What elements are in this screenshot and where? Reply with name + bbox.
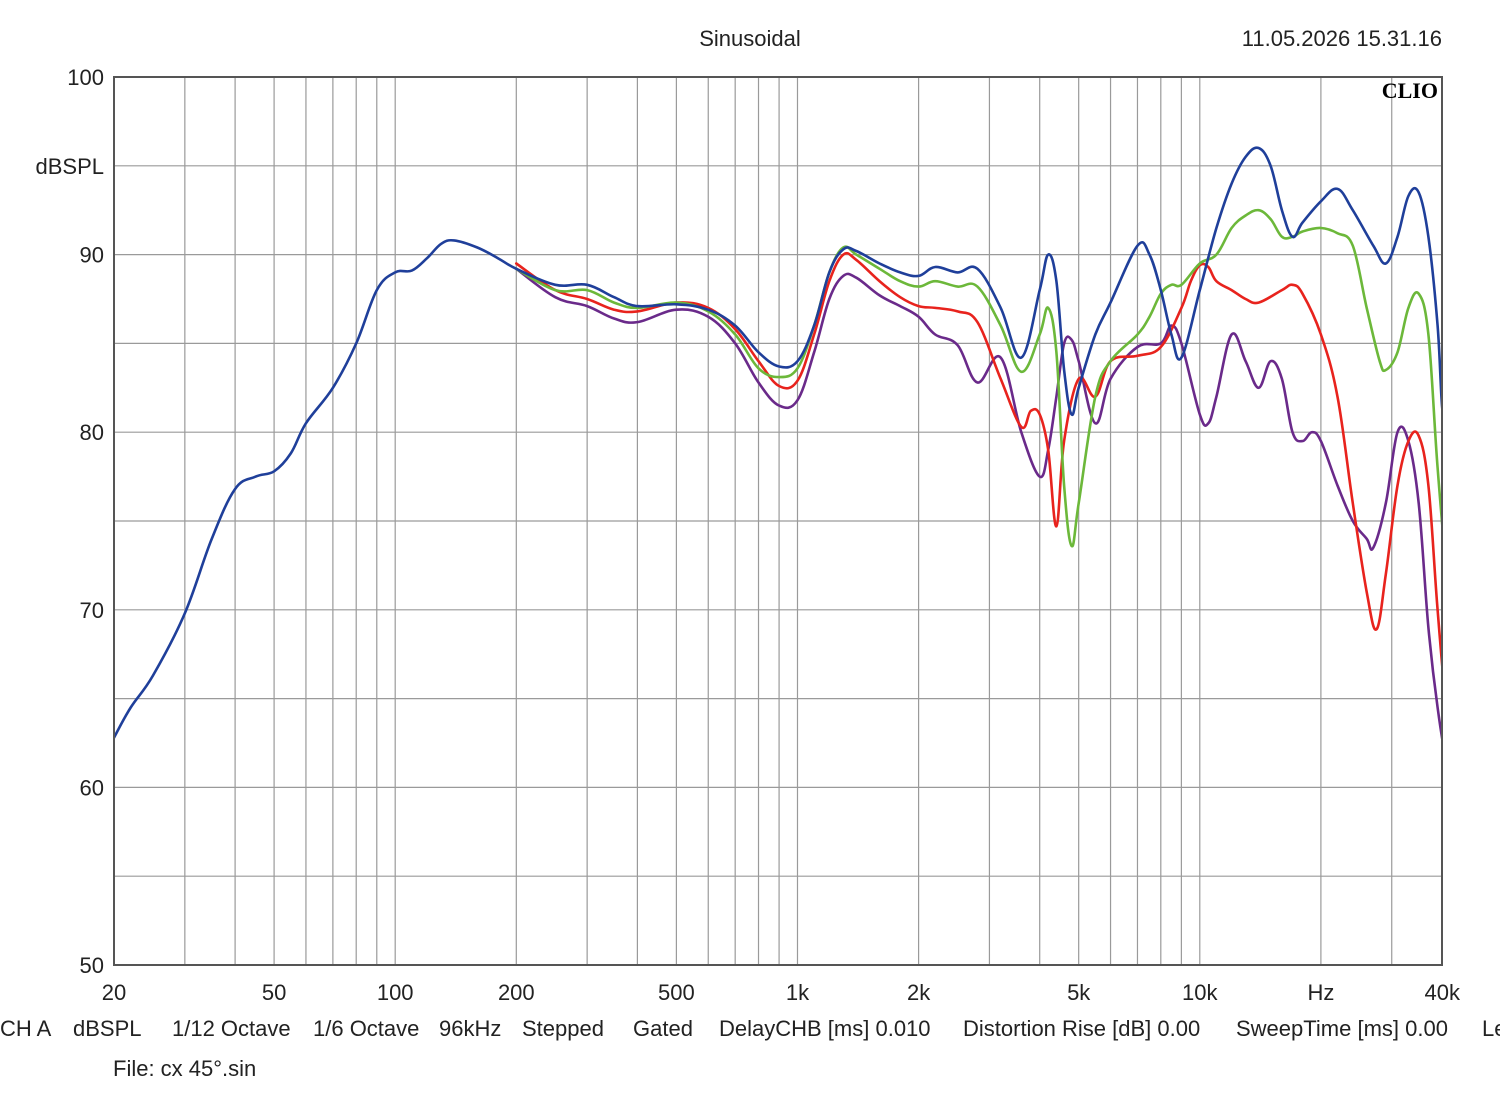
y-tick-label: 100 [67,65,104,90]
smoothing-label: 1/12 Octave [172,1016,291,1041]
sweep-time-label: SweepTime [ms] 0.00 [1236,1016,1448,1041]
sample-rate-label: 96kHz [439,1016,502,1041]
resolution-label: 1/6 Octave [313,1016,420,1041]
x-tick-label: 10k [1182,980,1218,1005]
gating-label: Gated [633,1016,693,1041]
x-tick-label: 100 [377,980,414,1005]
y-tick-label: 90 [80,243,104,268]
y-tick-label: 60 [80,775,104,800]
unit-label: dBSPL [73,1016,142,1041]
y-tick-label: dBSPL [36,154,105,179]
y-axis-labels: 100 dBSPL 90 80 70 60 50 [36,65,105,978]
plot-frame [113,76,1443,966]
y-tick-label: 50 [80,953,104,978]
channel-label: CH A [0,1016,52,1041]
distortion-rise-label: Distortion Rise [dB] 0.00 [963,1016,1201,1041]
file-name: File: cx 45°.sin [113,1056,257,1081]
x-axis-labels: 20 50 100 200 500 1k 2k 5k 10k Hz 40k [102,980,1461,1005]
x-tick-label: 20 [102,980,126,1005]
x-tick-label: 500 [658,980,695,1005]
series-line-1 [114,146,1442,739]
y-tick-label: 70 [80,598,104,623]
series-layer [114,146,1442,746]
measurement-settings-bar: CH A dBSPL 1/12 Octave 1/6 Octave 96kHz … [0,1016,1500,1050]
x-tick-label: 2k [907,980,931,1005]
x-tick-label: 1k [786,980,810,1005]
x-tick-label: 200 [498,980,535,1005]
sweep-mode-label: Stepped [522,1016,604,1041]
x-tick-label: 5k [1067,980,1091,1005]
brand-logo: CLIO [1382,78,1438,103]
timestamp: 11.05.2026 15.31.16 [1242,26,1442,51]
x-tick-label: 40k [1425,980,1461,1005]
series-line-2 [515,208,1442,548]
chart-title: Sinusoidal [699,26,801,51]
x-tick-label: 50 [262,980,286,1005]
delay-label: DelayCHB [ms] 0.010 [719,1016,931,1041]
y-tick-label: 80 [80,420,104,445]
grid-lines [114,77,1442,965]
frequency-response-chart: Sinusoidal 11.05.2026 15.31.16 CLIO 100 d… [36,26,1461,1005]
x-tick-label: Hz [1307,980,1334,1005]
series-line-3 [515,251,1442,679]
level-label: Le [1482,1016,1500,1041]
